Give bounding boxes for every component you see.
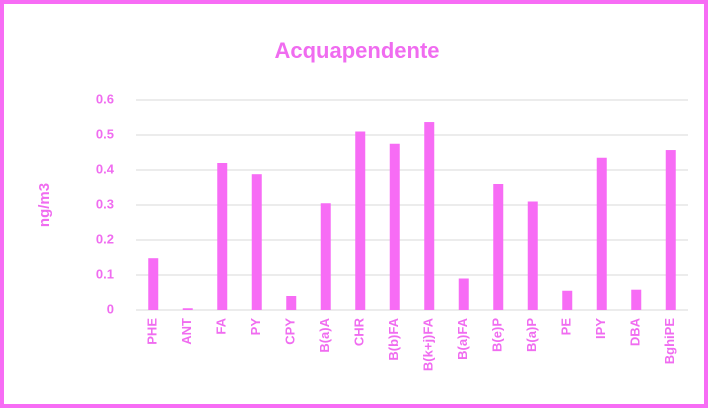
x-tick-label: B(e)P bbox=[490, 318, 505, 352]
y-tick-label: 0.2 bbox=[96, 231, 114, 246]
bar bbox=[562, 290, 573, 310]
x-tick-label: BghiPE bbox=[662, 318, 677, 365]
bar bbox=[217, 163, 228, 310]
x-tick-label: B(k+j)FA bbox=[421, 317, 436, 371]
x-tick-label: IPY bbox=[593, 318, 608, 339]
bar bbox=[286, 296, 297, 310]
bar bbox=[527, 201, 538, 310]
y-tick-label: 0.4 bbox=[96, 161, 115, 176]
x-tick-label: B(a)A bbox=[317, 317, 332, 352]
y-tick-label: 0.1 bbox=[96, 266, 114, 281]
y-tick-label: 0.5 bbox=[96, 126, 114, 141]
bar bbox=[389, 143, 400, 310]
bar bbox=[424, 122, 435, 310]
chart-title: Acquapendente bbox=[274, 38, 439, 63]
x-tick-label: ANT bbox=[179, 318, 194, 345]
bar bbox=[596, 157, 607, 310]
y-tick-label: 0.3 bbox=[96, 196, 114, 211]
x-tick-label: B(a)P bbox=[524, 318, 539, 352]
x-tick-label: DBA bbox=[628, 317, 643, 346]
y-tick-label: 0 bbox=[107, 301, 114, 316]
bar bbox=[148, 258, 159, 310]
x-tick-label: FA bbox=[214, 317, 229, 334]
bar bbox=[182, 308, 193, 310]
x-tick-label: PY bbox=[248, 318, 263, 336]
y-axis-label: ng/m3 bbox=[36, 183, 53, 227]
bar bbox=[493, 184, 504, 310]
bar bbox=[665, 150, 676, 310]
bar bbox=[320, 203, 331, 310]
x-tick-label: B(a)FA bbox=[455, 317, 470, 360]
y-tick-label: 0.6 bbox=[96, 91, 114, 106]
bar bbox=[251, 174, 262, 310]
x-tick-label: B(b)FA bbox=[386, 317, 401, 360]
x-tick-label: CPY bbox=[283, 318, 298, 345]
x-tick-label: CHR bbox=[352, 317, 367, 346]
x-tick-label: PE bbox=[559, 318, 574, 336]
bar bbox=[458, 278, 469, 310]
bar bbox=[355, 131, 366, 310]
x-tick-label: PHE bbox=[145, 318, 160, 345]
bar bbox=[631, 289, 642, 310]
